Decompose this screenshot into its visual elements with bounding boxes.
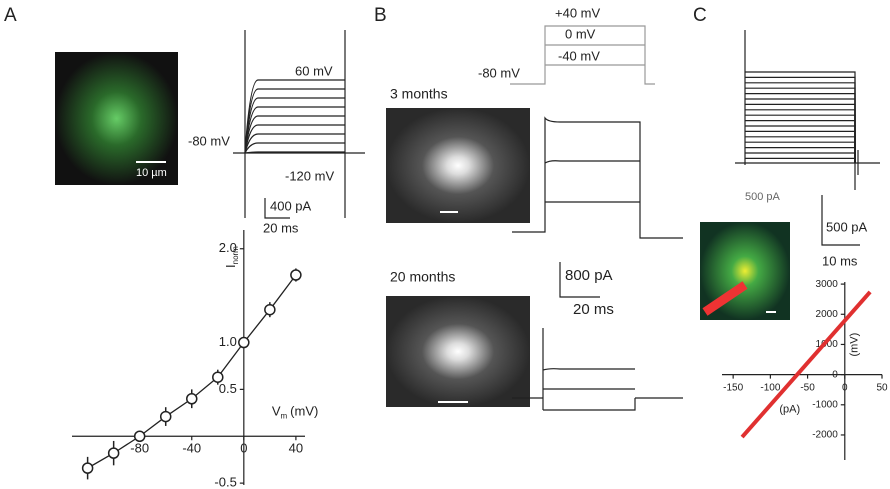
y-tick-label: 1.0 (219, 334, 237, 349)
x-axis-label: (pA) (779, 404, 800, 416)
trace (854, 150, 859, 190)
trace (745, 71, 856, 163)
y-tick-label: 2000 (816, 309, 839, 320)
scale-label: 20 ms (263, 220, 299, 235)
step-label: -80 mV (188, 133, 230, 148)
x-tick-label: 0 (842, 382, 848, 393)
y-tick-label: 0.5 (219, 381, 237, 396)
current-traces (233, 30, 365, 218)
scale-label: 500 pA (826, 219, 868, 234)
micrograph (386, 296, 530, 407)
data-point (212, 371, 224, 383)
scale-label: 400 pA (270, 198, 312, 213)
x-tick-label: -50 (800, 382, 815, 393)
scale-label: 20 ms (573, 301, 614, 318)
trace (244, 151, 345, 154)
scale-bar (559, 262, 600, 298)
y-axis-label: Inorm (223, 246, 240, 268)
data-point (264, 303, 276, 316)
scale-label: 10 µm (136, 167, 167, 179)
scale-label: 10 ms (822, 253, 858, 268)
data-point (81, 462, 94, 474)
y-axis-label: (mV) (849, 333, 861, 357)
step-label: -120 mV (285, 168, 334, 183)
micrograph (386, 108, 530, 223)
trace (244, 133, 345, 154)
trace (745, 103, 856, 163)
axis-label-unit: (mV) (290, 404, 318, 419)
age-label: 20 months (390, 269, 455, 285)
x-tick-label: 40 (289, 441, 303, 456)
axis-label: I (223, 264, 238, 268)
panel-label: A (4, 5, 17, 26)
age-label: 3 months (390, 86, 448, 102)
current-traces (512, 116, 683, 239)
step-label: -40 mV (558, 48, 600, 63)
scale-bar (264, 198, 290, 219)
trace (244, 124, 345, 154)
step-label: 0 mV (565, 26, 596, 41)
data-point (159, 410, 172, 423)
x-tick-label: -100 (760, 382, 780, 393)
x-axis-label: Vm (mV) (272, 404, 319, 421)
trace (745, 157, 856, 163)
data-point (133, 430, 146, 442)
panel-label: C (693, 5, 707, 26)
trace (745, 136, 856, 163)
data-point (290, 269, 302, 281)
axis-label: V (272, 404, 281, 419)
voltage-protocol (510, 25, 655, 85)
data-point (186, 393, 198, 405)
y-tick-label: -0.5 (214, 475, 236, 489)
axis-label-sub: norm (231, 246, 240, 265)
y-tick-label: 2.0 (219, 240, 237, 255)
current-traces (735, 30, 880, 190)
trace (745, 82, 856, 163)
y-tick-label: -1000 (812, 399, 838, 410)
x-tick-label: -150 (723, 382, 743, 393)
y-tick-label: -2000 (812, 430, 838, 441)
y-tick-label: 1000 (816, 339, 839, 350)
data-point (238, 336, 250, 349)
data-line (740, 290, 872, 439)
axis-label-sub: m (280, 411, 287, 420)
micrograph (55, 52, 178, 185)
step-label: +40 mV (555, 5, 600, 20)
scale-label: 500 pA (745, 191, 781, 203)
trace (745, 147, 856, 163)
scale-bar (821, 195, 860, 246)
trace (244, 142, 345, 154)
x-tick-label: -40 (182, 441, 201, 456)
step-label: 60 mV (295, 63, 333, 78)
step-label: -80 mV (478, 65, 520, 80)
y-tick-label: 3000 (816, 279, 839, 290)
trace (745, 114, 856, 163)
current-traces (512, 328, 683, 411)
trace (244, 106, 345, 154)
panel-label: B (374, 5, 387, 26)
x-tick-label: 0 (240, 441, 247, 456)
x-tick-label: -80 (130, 441, 149, 456)
pipette (702, 281, 748, 316)
scale-label: 800 pA (565, 267, 613, 284)
y-tick-label: 0 (832, 369, 838, 380)
x-tick-label: 50 (876, 382, 888, 393)
data-point (107, 447, 120, 459)
